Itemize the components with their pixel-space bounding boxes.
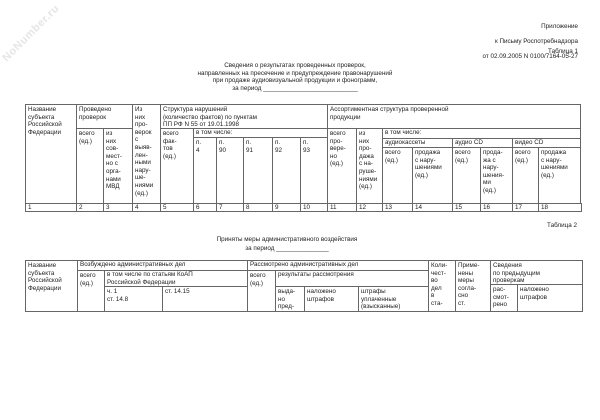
header-total: всего (ед.) (76, 128, 104, 204)
header-fines-paid: штрафы уплаченные (взысканные) (358, 286, 429, 312)
column-number: 14 (412, 203, 453, 212)
header-koap-articles: в том числе по статьям КоАП Российской Ф… (104, 270, 248, 287)
header-prev-fines: наложено штрафов (517, 284, 583, 312)
header-violation-structure: Структура нарушений (количество фактов) … (160, 104, 328, 129)
column-number: 13 (382, 203, 413, 212)
column-number: 4 (132, 203, 161, 212)
header-with-violations: Из них про- верок с выяв- лен- ными нару… (132, 104, 161, 204)
header-point: п. 90 (216, 137, 244, 204)
table2-label: Таблица 2 (547, 222, 577, 229)
header-art-14-8: ч. 1 ст. 14.8 (104, 286, 163, 312)
column-number: 3 (103, 203, 133, 212)
table1-label: Таблица 1 (548, 48, 578, 55)
header-subject-name: Название субъекта Российской Федерации (25, 260, 78, 312)
column-number: 2 (76, 203, 104, 212)
header-point: п. 92 (272, 137, 301, 204)
header-warnings-issued: выда- но пред- (275, 286, 305, 312)
column-number: 6 (193, 203, 217, 212)
header-fines-imposed: наложено штрафов (304, 286, 359, 312)
header-joint-mvd: из них сов- мест- но с орга- нами МВД (103, 128, 133, 204)
column-number: 12 (356, 203, 383, 212)
column-number: 11 (327, 203, 357, 212)
header-inspections-conducted: Проведено проверок (76, 104, 133, 129)
header-sub: продажа с нару- шениями (ед.) (538, 147, 581, 204)
column-number: 1 (25, 203, 77, 212)
table2-title: Приняты меры административного воздейств… (216, 236, 358, 243)
header-total-reviewed: всего (ед.) (247, 270, 276, 312)
header-previous-inspections: Сведения по предыдущим проверкам (490, 260, 583, 285)
header-prev-reviewed: рас- смот- рено (490, 284, 518, 312)
header-point: п. 93 (300, 137, 328, 204)
header-total-facts: всего фак- тов (ед.) (160, 128, 194, 204)
header-subject-name: Название субъекта Российской Федерации (25, 104, 77, 204)
column-number: 10 (300, 203, 328, 212)
header-point: п. 91 (243, 137, 273, 204)
column-number: 15 (452, 203, 481, 212)
column-number: 9 (272, 203, 301, 212)
column-number: 17 (512, 203, 539, 212)
header-sub: всего (ед.) (382, 147, 413, 204)
appendix-line: от 02.09.2005 N 0100/7164-05-27 (482, 52, 578, 60)
header-sub: продажа с нару- шениями (ед.) (412, 147, 453, 204)
header-total-checked: всего про- вере- но (ед.) (327, 128, 357, 204)
header-sold-with-violations: из них про- дажа с на- руше- ниями (ед.) (356, 128, 383, 204)
header-total: всего (ед.) (77, 270, 105, 312)
column-number: 7 (216, 203, 244, 212)
column-number: 18 (538, 203, 582, 212)
header-measures-applied: Приме- нены меры согла- сно ст. (455, 260, 491, 312)
table1-title: Сведения о результатах проведенных прове… (197, 62, 393, 92)
column-number: 8 (243, 203, 273, 212)
header-case-count: Коли- чест- во дел в ста- (428, 260, 456, 312)
appendix-line: к Письму Роспотребнадзора (494, 37, 578, 45)
header-sub: всего (ед.) (512, 147, 539, 204)
column-number: 5 (160, 203, 194, 212)
header-sub: всего (ед.) (452, 147, 481, 204)
column-number: 16 (480, 203, 513, 212)
header-sub: прода- жа с нару- шения- ми (ед.) (480, 147, 513, 204)
header-point: п. 4 (193, 137, 217, 204)
appendix-line: Приложение (541, 22, 578, 30)
table2-period: за период _______________ (245, 245, 329, 252)
header-assortment: Ассортиментная структура проверенной про… (327, 104, 581, 129)
header-art-14-15: ст. 14.15 (162, 286, 248, 312)
appendix-header: Приложение к Письму Роспотребнадзора от … (482, 15, 578, 68)
watermark: NoNumber.ru (0, 2, 62, 65)
header-review-results: результаты рассмотрения (275, 270, 429, 287)
